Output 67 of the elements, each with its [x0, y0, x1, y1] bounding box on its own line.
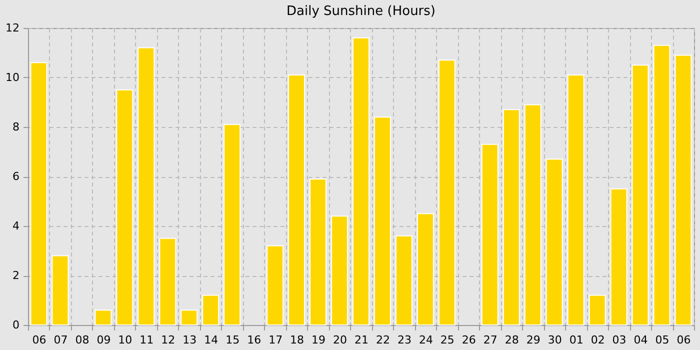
x-tick-label: 05 [655, 334, 670, 346]
y-tick-label: 4 [12, 220, 20, 232]
x-tick-label: 06 [676, 334, 691, 346]
x-tick-label: 28 [504, 334, 519, 346]
x-tick-label: 16 [247, 334, 262, 346]
x-tick-label: 22 [376, 334, 390, 346]
x-tick-label: 14 [204, 334, 218, 346]
x-tick-label: 25 [440, 334, 454, 346]
x-tick-label: 15 [226, 334, 240, 346]
x-tick-label: 03 [612, 334, 626, 346]
x-tick-label: 20 [333, 334, 348, 346]
y-tick-label: 0 [12, 318, 20, 332]
x-tick-label: 11 [140, 334, 154, 346]
x-tick-label: 27 [483, 334, 498, 346]
bar [588, 294, 606, 326]
x-tick-label: 04 [634, 334, 648, 346]
x-tick-label: 30 [548, 334, 562, 346]
bar [138, 47, 155, 326]
bar [159, 238, 176, 326]
y-tick-label: 8 [12, 120, 20, 134]
bar [524, 104, 542, 326]
bar [481, 144, 498, 326]
bar [438, 60, 456, 326]
x-tick-label: 13 [182, 334, 197, 346]
chart-title: Daily Sunshine (Hours) [286, 4, 436, 19]
x-tick-label: 24 [418, 334, 433, 346]
bar [653, 44, 670, 326]
bar [288, 74, 306, 326]
bar [310, 178, 327, 326]
bar [674, 54, 692, 326]
x-tick-label: 10 [118, 334, 132, 346]
bar [416, 213, 434, 326]
bar [224, 124, 241, 326]
y-tick-label: 6 [12, 170, 20, 183]
bar [180, 310, 198, 326]
bar [94, 310, 112, 326]
x-tick-label: 01 [569, 334, 584, 346]
x-tick-label: 08 [75, 334, 90, 346]
x-tick-label: 17 [268, 334, 283, 346]
bar [331, 216, 348, 326]
bar [266, 245, 284, 326]
x-tick-label: 19 [312, 334, 326, 346]
bar [202, 294, 220, 326]
bar [395, 235, 412, 326]
bar [116, 89, 134, 326]
bar [502, 109, 520, 326]
x-tick-label: 07 [54, 334, 68, 346]
bar [610, 188, 628, 326]
x-tick-label: 21 [354, 334, 368, 346]
bar [52, 255, 69, 326]
bar [374, 116, 391, 326]
x-tick-label: 12 [161, 334, 176, 346]
bar [632, 64, 649, 326]
x-tick-label: 26 [462, 334, 476, 346]
x-tick-label: 29 [526, 334, 540, 346]
x-tick-label: 09 [96, 334, 111, 346]
x-tick-label: 02 [590, 334, 605, 346]
bar [30, 62, 48, 326]
x-tick-label: 18 [290, 334, 304, 346]
bar [567, 74, 584, 326]
x-tick-label: 23 [397, 334, 412, 346]
x-tick-label: 06 [32, 334, 46, 346]
bar [546, 158, 563, 326]
y-tick-label: 10 [6, 71, 20, 84]
bar [352, 37, 370, 326]
y-tick-label: 2 [12, 269, 20, 282]
y-tick-label: 12 [6, 22, 20, 34]
